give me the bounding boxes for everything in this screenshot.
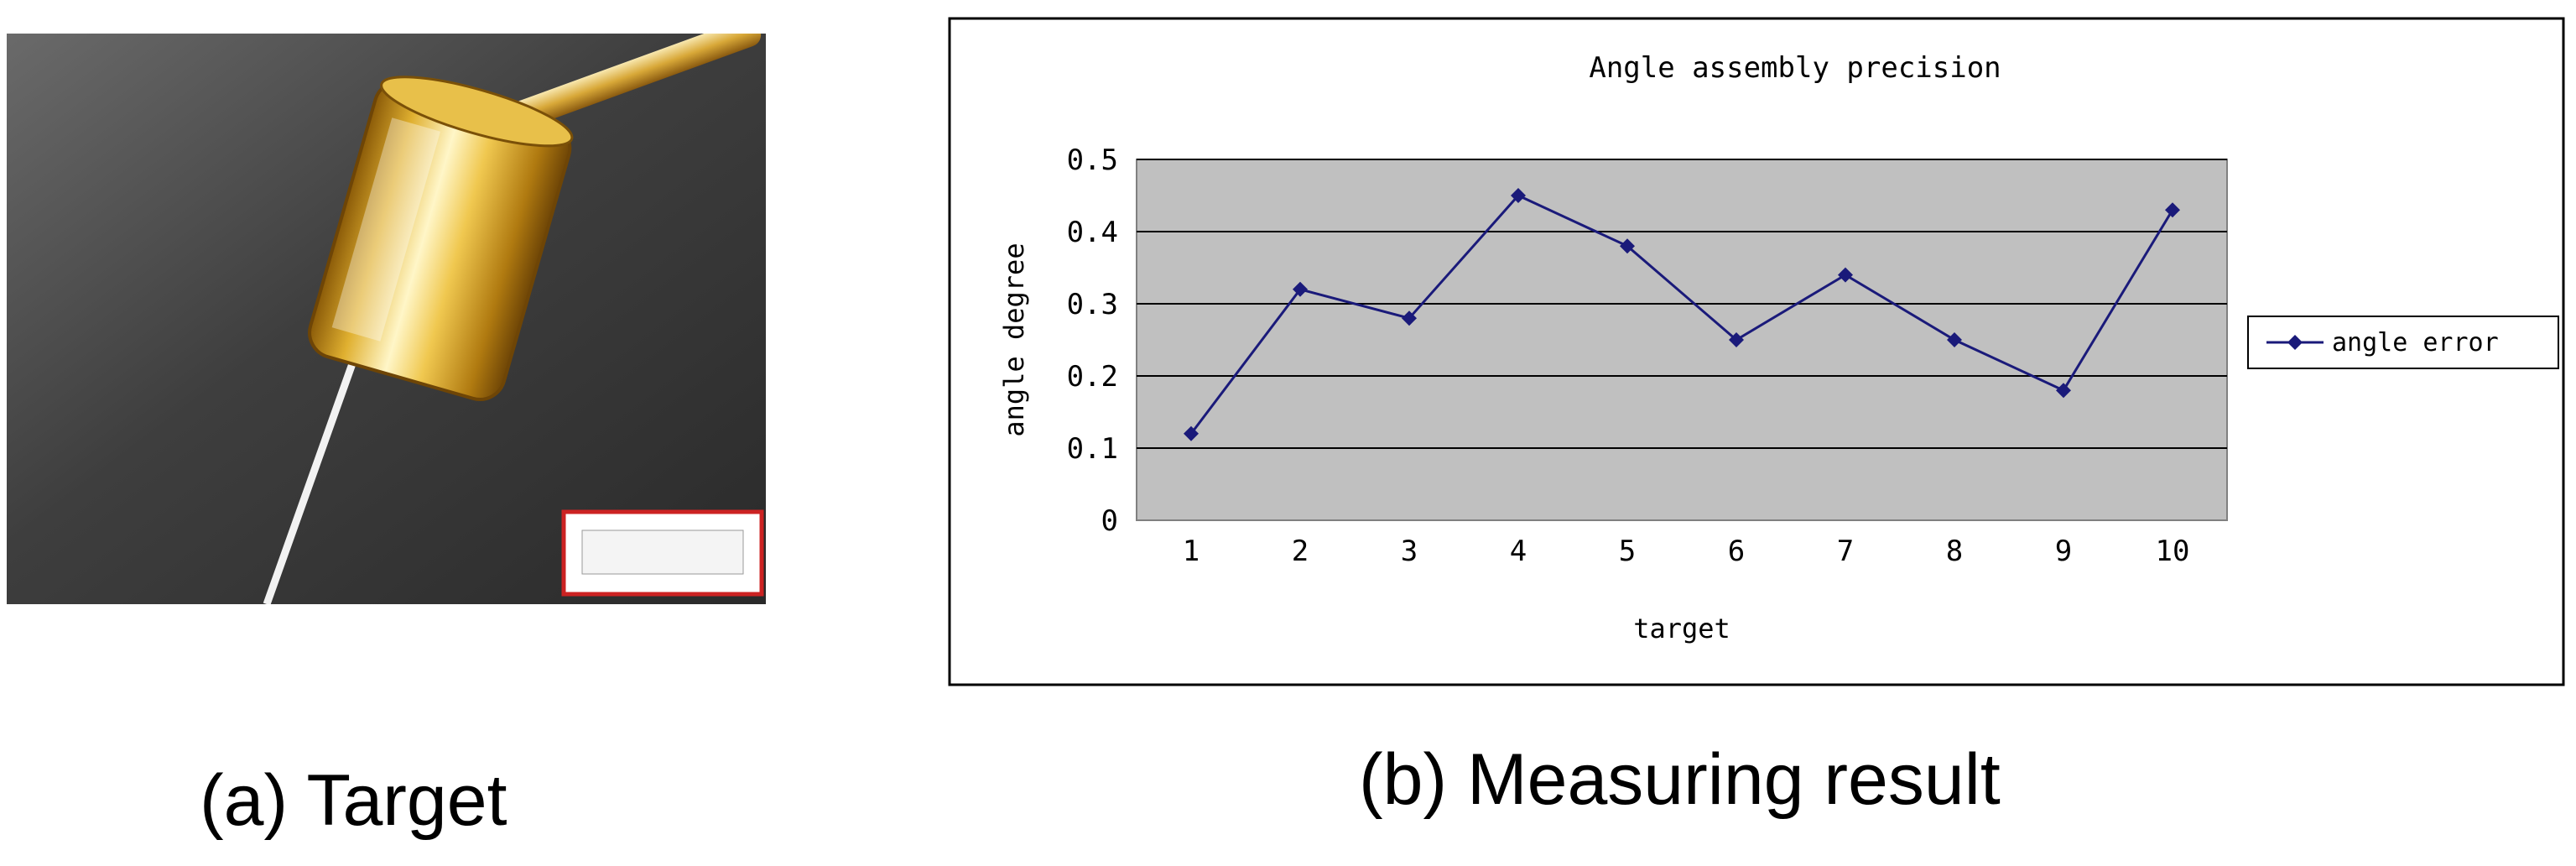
y-tick-label: 0.5 — [1067, 143, 1118, 177]
y-tick-label: 0.1 — [1067, 432, 1118, 466]
y-tick-label: 0 — [1101, 504, 1118, 538]
series-line — [1189, 194, 2174, 435]
target-photo-image — [7, 34, 766, 604]
x-axis-label: target — [1633, 613, 1730, 644]
caption-target: (a) Target — [200, 760, 507, 841]
legend-swatch-marker — [2287, 335, 2303, 350]
data-point — [1620, 238, 1635, 254]
data-point — [2056, 383, 2071, 399]
plot-area — [1136, 159, 2228, 521]
fiber-line — [263, 355, 359, 604]
x-tick-label: 6 — [1728, 535, 1745, 568]
data-point — [1511, 188, 1526, 203]
x-tick-label: 5 — [1619, 535, 1636, 568]
data-point — [2165, 202, 2180, 218]
x-tick-label: 3 — [1401, 535, 1418, 568]
data-point — [1402, 310, 1417, 326]
chart-svg: Angle assembly precision 0 0.1 0.2 0.3 0.4 0.… — [948, 17, 2565, 686]
x-tick-label: 7 — [1837, 535, 1854, 568]
y-tick-label: 0.4 — [1067, 216, 1118, 249]
chart-title: Angle assembly precision — [1589, 51, 2001, 85]
y-tick-label: 0.2 — [1067, 360, 1118, 394]
data-point — [1729, 332, 1744, 347]
x-tick-label: 1 — [1183, 535, 1200, 568]
x-axis-ticks: 1 2 3 4 5 6 7 8 9 10 — [1183, 535, 2190, 568]
y-tick-label: 0.3 — [1067, 288, 1118, 321]
x-tick-label: 10 — [2156, 535, 2190, 568]
x-tick-label: 2 — [1292, 535, 1309, 568]
legend-label: angle error — [2332, 328, 2499, 357]
data-point — [1293, 281, 1308, 297]
data-point — [1838, 267, 1853, 283]
series-layer — [1184, 188, 2180, 441]
data-point — [1947, 332, 1962, 347]
target-photo — [7, 34, 766, 604]
y-axis-ticks: 0 0.1 0.2 0.3 0.4 0.5 — [1067, 143, 1118, 538]
x-tick-label: 4 — [1510, 535, 1527, 568]
caption-measuring-result: (b) Measuring result — [1359, 739, 2001, 820]
y-axis-label: angle degree — [998, 243, 1030, 436]
grid-lines — [1137, 159, 2227, 449]
x-tick-label: 8 — [1946, 535, 1963, 568]
x-tick-label: 9 — [2055, 535, 2072, 568]
data-point — [1184, 425, 1199, 441]
measuring-result-chart: Angle assembly precision 0 0.1 0.2 0.3 0.4 0.… — [948, 17, 2567, 688]
legend: angle error — [2247, 316, 2559, 369]
